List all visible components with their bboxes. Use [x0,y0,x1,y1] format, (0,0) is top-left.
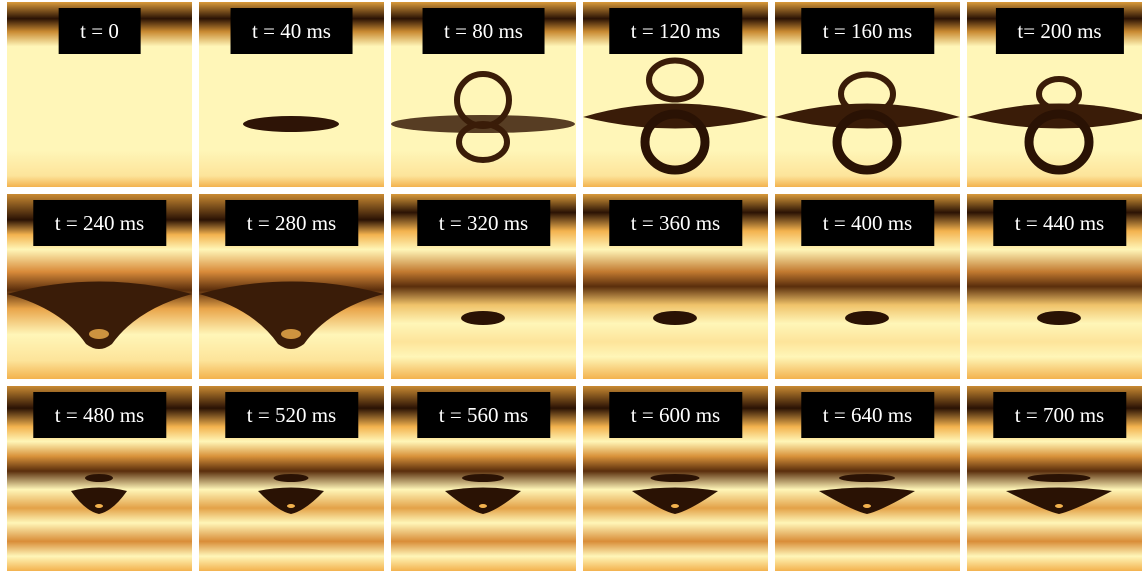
frame-panel: t = 360 ms [583,194,768,379]
drop-highlight [287,504,295,508]
frame-panel: t = 280 ms [199,194,384,379]
drop-highlight [671,504,679,508]
upper-meniscus [85,474,113,482]
time-label: t = 520 ms [224,392,359,438]
frame-panel: t = 480 ms [7,386,192,571]
frame-panel: t = 440 ms [967,194,1142,379]
upper-meniscus [839,474,895,482]
cone-tip [281,329,301,339]
residual-drop [653,311,697,325]
settling-drop [445,487,521,514]
drop-highlight [863,504,871,508]
settling-drop [819,487,915,514]
frame-panel: t = 400 ms [775,194,960,379]
drop-highlight [1055,504,1063,508]
settling-drop [258,487,324,514]
time-label: t = 360 ms [608,200,743,246]
bubble-shape [646,57,704,103]
frame-panel: t = 520 ms [199,386,384,571]
settling-drop [71,487,127,514]
drop-highlight [479,504,487,508]
upper-meniscus [462,474,504,482]
upper-meniscus [650,474,700,482]
drop-highlight [95,504,103,508]
time-label: t = 280 ms [224,200,359,246]
frame-panel: t = 640 ms [775,386,960,571]
lower-cavity [456,121,510,163]
settling-drop [632,487,718,514]
frame-panel: t= 200 ms [967,2,1142,187]
time-label: t = 440 ms [992,200,1127,246]
settling-drop [1006,487,1112,514]
time-label: t = 480 ms [32,392,167,438]
upper-meniscus [1027,474,1091,482]
lower-cavity [640,109,710,175]
frame-panel: t = 160 ms [775,2,960,187]
time-label: t= 200 ms [995,8,1124,54]
time-label: t = 0 [58,8,141,54]
frame-panel: t = 560 ms [391,386,576,571]
residual-drop [461,311,505,325]
frame-panel: t = 600 ms [583,386,768,571]
cone-tip [89,329,109,339]
frame-panel: t = 240 ms [7,194,192,379]
upper-meniscus [273,474,309,482]
time-label: t = 640 ms [800,392,935,438]
residual-drop [1037,311,1081,325]
frame-panel: t = 320 ms [391,194,576,379]
frame-panel: t = 80 ms [391,2,576,187]
time-label: t = 40 ms [230,8,353,54]
frame-panel: t = 120 ms [583,2,768,187]
time-label: t = 320 ms [416,200,551,246]
drop-shape [243,116,339,132]
time-label: t = 560 ms [416,392,551,438]
residual-drop [845,311,889,325]
collapsing-cone [199,281,384,349]
time-label: t = 80 ms [422,8,545,54]
time-label: t = 160 ms [800,8,935,54]
frame-panel: t = 0 [7,2,192,187]
lower-cavity [1024,109,1094,175]
time-label: t = 400 ms [800,200,935,246]
frame-panel: t = 700 ms [967,386,1142,571]
lower-cavity [832,109,902,175]
frame-panel: t = 40 ms [199,2,384,187]
collapsing-cone [7,281,192,349]
time-label: t = 240 ms [32,200,167,246]
time-label: t = 700 ms [992,392,1127,438]
time-label: t = 600 ms [608,392,743,438]
time-label: t = 120 ms [608,8,743,54]
